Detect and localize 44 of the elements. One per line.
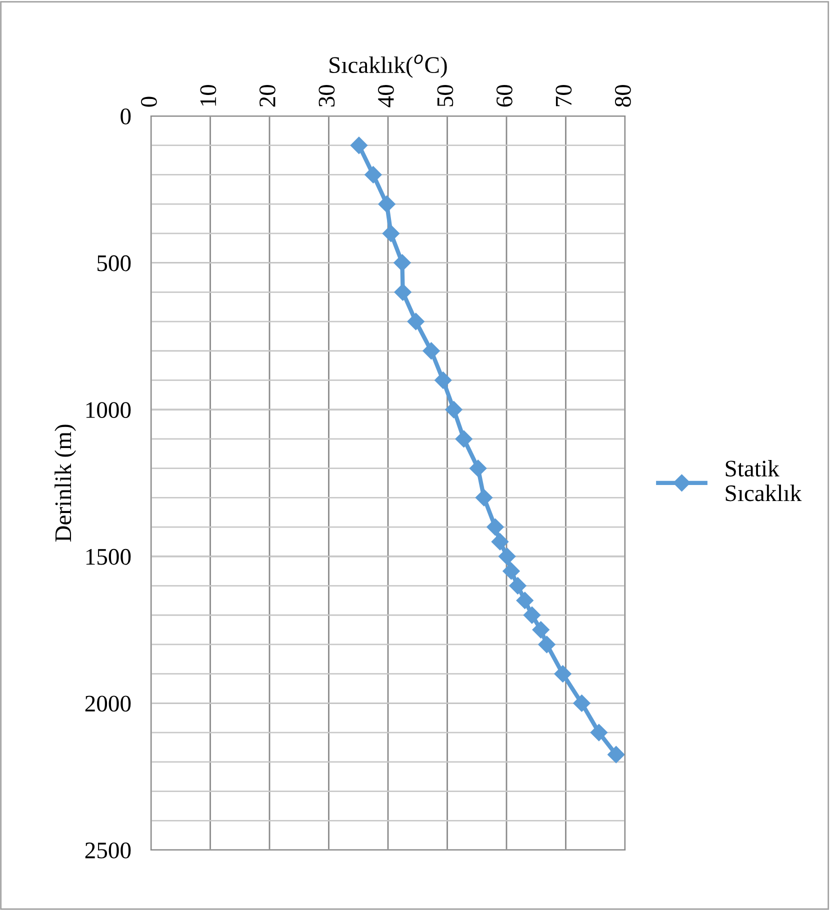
point [434, 372, 452, 389]
x-axis-title: Sıcaklık($^{o}$C) [330, 54, 447, 78]
point [382, 224, 400, 242]
x-tick-label: 40 [378, 84, 394, 108]
x-tick-label: 20 [259, 84, 276, 107]
point [407, 312, 424, 330]
point [532, 621, 550, 638]
point [470, 460, 487, 477]
point [364, 166, 382, 184]
x-tick-label: 50 [437, 84, 454, 106]
x-tick-label: 10 [200, 84, 216, 106]
point [455, 430, 472, 448]
point [486, 518, 504, 536]
x-tick-label: 30 [318, 84, 335, 107]
point [378, 196, 396, 213]
point [422, 342, 440, 360]
point [573, 694, 590, 712]
point [394, 254, 411, 272]
point [538, 636, 556, 654]
point [608, 746, 625, 764]
point [502, 562, 520, 580]
point [394, 284, 412, 301]
y-tick-label: 1000 [86, 402, 131, 418]
point [516, 592, 534, 609]
point [350, 136, 368, 154]
point [590, 724, 608, 742]
point [554, 665, 572, 682]
x-tick-label: 70 [556, 84, 572, 106]
point [509, 577, 526, 594]
y-tick-label: 500 [98, 255, 131, 272]
y-tick-label: 1500 [86, 548, 131, 565]
y-axis-title: Derinlik (m) [54, 424, 76, 542]
y-tick-label: 0 [120, 108, 131, 124]
point [445, 401, 462, 418]
point [491, 533, 509, 550]
point [498, 548, 516, 565]
x-tick-label: 0 [140, 96, 157, 107]
x-tick-label: 60 [496, 84, 512, 107]
y-tick-label: 2000 [85, 696, 131, 712]
y-tick-label: 2500 [85, 842, 131, 858]
point [475, 489, 493, 506]
point [523, 606, 541, 624]
x-tick-label: 80 [614, 84, 631, 107]
legend-label: Statik Sıcaklık [726, 460, 802, 502]
